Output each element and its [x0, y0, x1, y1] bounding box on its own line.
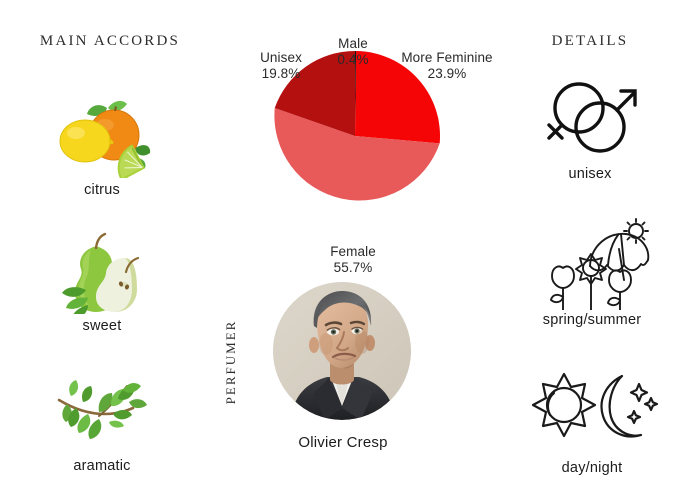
- citrus-fruit-icon: [47, 92, 157, 181]
- pie-label-unisex-value: 19.8%: [261, 66, 301, 82]
- venus-mars-icon: [520, 72, 660, 164]
- sun-moon-icon: [522, 366, 662, 458]
- gender-pie-chart[interactable]: Male 0.4% More Feminine 23.9% Unisex 19.…: [238, 28, 493, 283]
- pie-slice-male[interactable]: [355, 51, 357, 136]
- perfumer-name: Olivier Cresp: [298, 434, 388, 451]
- detail-item-unisex[interactable]: unisex: [480, 72, 700, 182]
- pie-label-female: Female 55.7%: [288, 244, 418, 277]
- main-accords-heading: MAIN ACCORDS: [39, 33, 181, 49]
- pie-slice-unisex[interactable]: [274, 51, 355, 136]
- pie-label-female-name: Female: [330, 244, 376, 259]
- pie-chart-svg: [274, 51, 441, 201]
- accord-label: sweet: [82, 318, 122, 334]
- pie-label-more-feminine-value: 23.9%: [427, 66, 467, 82]
- accord-label: aramatic: [73, 458, 131, 474]
- detail-label: spring/summer: [542, 312, 642, 328]
- pie-label-female-value: 55.7%: [333, 260, 373, 276]
- accord-label: citrus: [84, 182, 120, 198]
- perfumer-section: PERFUMER: [215, 282, 445, 492]
- pie-slice-female[interactable]: [274, 108, 440, 201]
- pie-label-more-feminine-name: More Feminine: [401, 50, 493, 65]
- detail-item-spring-summer[interactable]: spring/summer: [482, 218, 700, 328]
- perfumer-avatar[interactable]: [273, 282, 411, 420]
- accord-item-aramatic[interactable]: aramatic: [0, 368, 212, 474]
- flowers-umbrella-sun-icon: [522, 218, 662, 311]
- pear-fruit-icon: [47, 228, 157, 319]
- pie-label-more-feminine: More Feminine 23.9%: [382, 50, 512, 83]
- pie-label-unisex: Unisex 19.8%: [238, 50, 324, 83]
- herb-sprig-icon: [47, 368, 157, 454]
- detail-item-day-night[interactable]: day/night: [482, 366, 700, 476]
- accord-item-sweet[interactable]: sweet: [0, 228, 212, 334]
- pie-label-unisex-name: Unisex: [260, 50, 302, 65]
- pie-label-male-name: Male: [338, 36, 368, 51]
- perfumer-side-heading: PERFUMER: [223, 319, 238, 405]
- pie-label-male-value: 0.4%: [337, 52, 369, 68]
- details-heading: DETAILS: [551, 33, 629, 49]
- accord-item-citrus[interactable]: citrus: [0, 92, 212, 198]
- detail-label: unisex: [568, 166, 612, 182]
- detail-label: day/night: [561, 460, 623, 476]
- pie-slice-more-feminine[interactable]: [355, 51, 441, 144]
- pie-label-male: Male 0.4%: [318, 36, 388, 69]
